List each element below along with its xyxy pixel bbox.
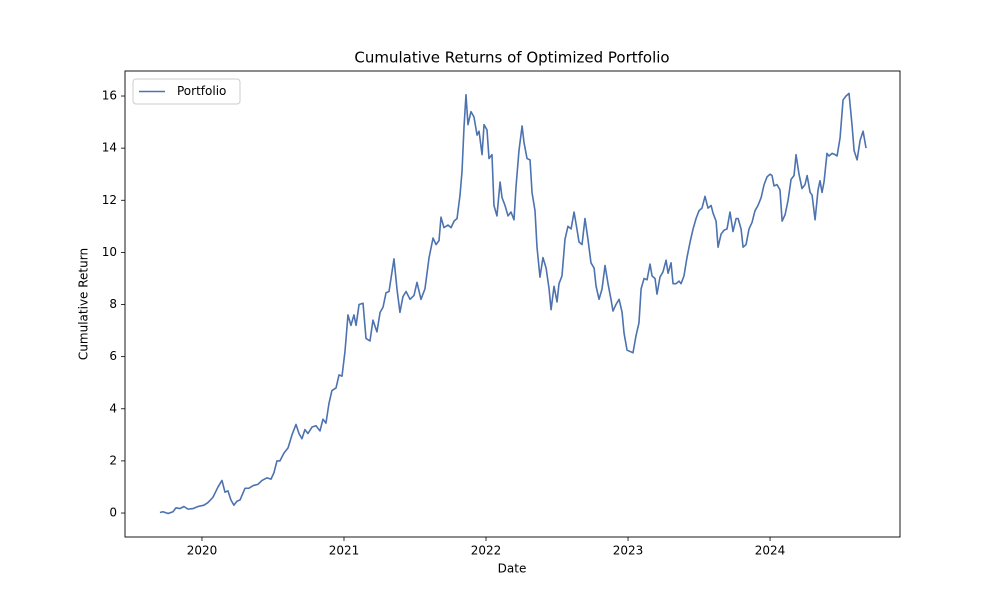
y-tick-label: 12 bbox=[102, 193, 117, 207]
y-axis-label: Cumulative Return bbox=[77, 248, 91, 360]
x-tick-label: 2021 bbox=[329, 544, 360, 558]
legend-label: Portfolio bbox=[177, 84, 226, 98]
x-tick-label: 2024 bbox=[755, 544, 786, 558]
y-tick-label: 8 bbox=[109, 297, 117, 311]
x-axis-label: Date bbox=[498, 562, 527, 576]
y-tick-label: 2 bbox=[109, 453, 117, 467]
legend-box bbox=[132, 78, 241, 105]
y-tick-label: 16 bbox=[102, 89, 117, 103]
plot-frame bbox=[124, 70, 901, 538]
chart-title: Cumulative Returns of Optimized Portfoli… bbox=[354, 49, 669, 67]
y-tick-label: 10 bbox=[102, 245, 117, 259]
x-tick-label: 2020 bbox=[187, 544, 218, 558]
data-line bbox=[159, 92, 867, 515]
y-tick-label: 4 bbox=[109, 401, 117, 415]
y-tick-label: 6 bbox=[109, 349, 117, 363]
x-tick-label: 2022 bbox=[471, 544, 502, 558]
y-tick-label: 14 bbox=[102, 141, 117, 155]
y-tick-label: 0 bbox=[109, 506, 117, 520]
x-tick-label: 2023 bbox=[613, 544, 644, 558]
